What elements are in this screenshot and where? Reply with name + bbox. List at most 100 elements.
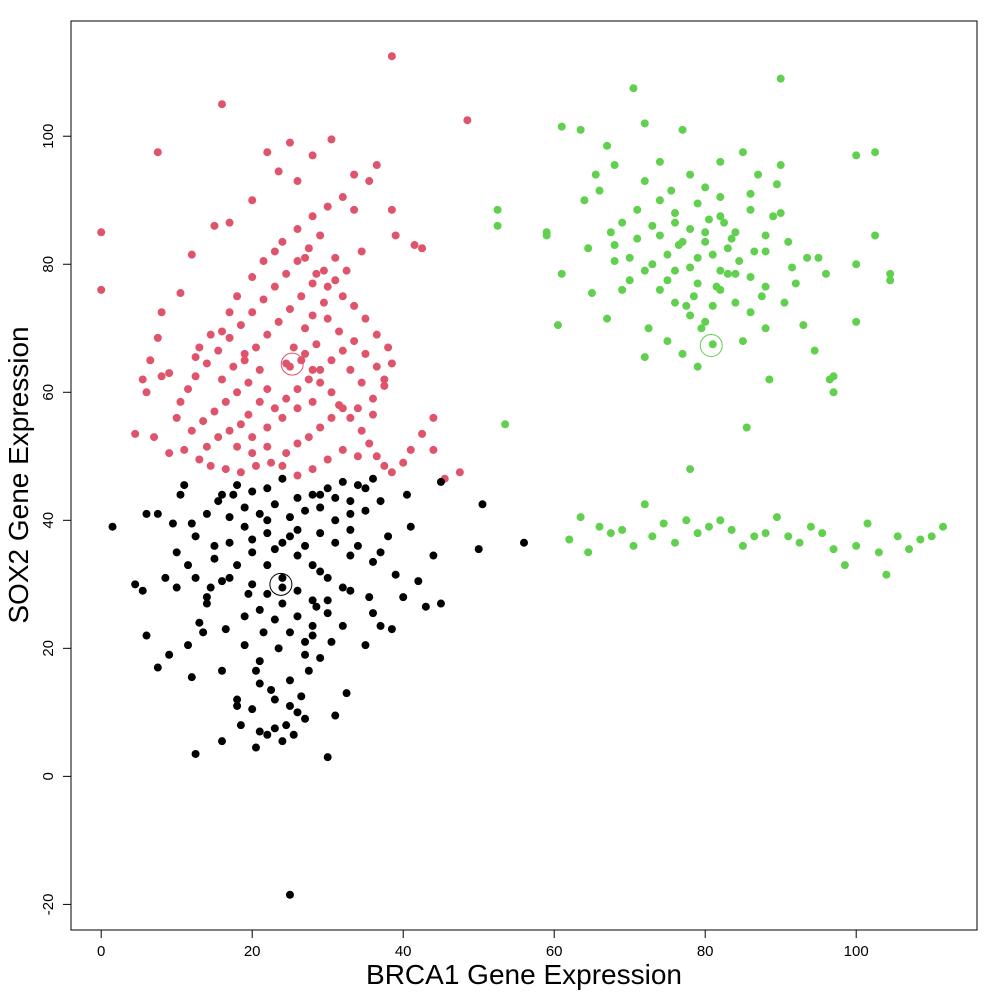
data-point <box>369 557 377 566</box>
data-point <box>255 509 264 518</box>
data-point <box>633 205 642 214</box>
data-point <box>357 247 366 256</box>
data-point <box>312 340 321 349</box>
data-point <box>221 397 230 406</box>
data-point <box>738 148 747 157</box>
data-point <box>184 561 193 570</box>
data-point <box>708 340 717 349</box>
data-point <box>293 551 302 560</box>
data-point <box>372 452 381 461</box>
x-axis: 0 20 40 60 80 100 <box>97 929 869 960</box>
data-point <box>225 333 234 342</box>
data-point <box>357 426 366 435</box>
data-point <box>263 730 272 739</box>
data-point <box>369 609 377 618</box>
data-point <box>327 388 336 397</box>
data-point <box>655 285 664 294</box>
data-point <box>346 509 355 518</box>
data-point <box>686 465 695 474</box>
data-point <box>686 311 695 320</box>
data-point <box>829 388 838 397</box>
data-point <box>195 343 204 352</box>
data-point <box>267 458 276 467</box>
data-point <box>335 327 344 336</box>
data-point <box>716 212 725 221</box>
data-point <box>814 253 823 262</box>
data-point <box>716 516 725 525</box>
data-point <box>157 308 166 317</box>
cluster-centroids <box>269 334 723 596</box>
data-point <box>372 362 381 371</box>
data-point <box>418 244 427 253</box>
data-point <box>312 269 321 278</box>
data-point <box>221 465 230 474</box>
data-point <box>874 548 883 557</box>
data-point <box>331 253 340 262</box>
data-point <box>218 327 226 336</box>
data-point <box>251 461 260 470</box>
data-point <box>240 503 249 512</box>
data-point <box>248 580 257 589</box>
data-point <box>263 330 272 339</box>
data-point <box>376 497 385 506</box>
data-point <box>829 545 838 554</box>
data-point <box>557 122 566 131</box>
data-point <box>704 522 713 531</box>
data-point <box>259 628 268 637</box>
data-point <box>338 292 347 301</box>
data-point <box>640 353 649 362</box>
data-point <box>210 407 219 416</box>
data-point <box>248 308 257 317</box>
data-point <box>338 445 347 454</box>
data-point <box>686 263 695 272</box>
data-point <box>701 317 710 326</box>
data-point <box>218 666 226 675</box>
data-point <box>308 561 317 570</box>
data-point <box>640 119 649 128</box>
data-point <box>195 455 204 464</box>
data-point <box>659 519 668 528</box>
data-point <box>308 279 317 288</box>
data-point <box>350 170 359 179</box>
data-point <box>380 375 389 384</box>
data-point <box>316 529 325 538</box>
data-point <box>708 250 717 259</box>
data-point <box>576 125 585 134</box>
data-point <box>214 346 223 355</box>
data-point <box>414 577 423 586</box>
data-point <box>210 541 219 550</box>
data-point <box>338 583 347 592</box>
data-point <box>829 372 838 381</box>
data-point <box>240 356 249 365</box>
data-point <box>206 583 215 592</box>
data-point <box>278 413 287 422</box>
data-point <box>376 548 385 557</box>
data-point <box>557 269 566 278</box>
data-point <box>361 641 370 650</box>
data-point <box>493 221 502 230</box>
data-point <box>131 429 140 438</box>
data-point <box>270 500 279 509</box>
data-point <box>293 708 302 717</box>
data-point <box>263 423 272 432</box>
data-point <box>293 586 302 595</box>
data-point <box>202 359 211 368</box>
data-point <box>199 417 208 426</box>
data-point <box>248 433 257 442</box>
data-point <box>248 705 257 714</box>
data-point <box>648 221 657 230</box>
data-point <box>625 253 634 262</box>
data-point <box>391 570 400 579</box>
data-points <box>97 52 948 899</box>
data-point <box>285 138 294 147</box>
data-point <box>323 282 332 291</box>
data-point <box>191 573 200 582</box>
data-point <box>293 493 302 502</box>
data-point <box>429 445 438 454</box>
data-point <box>304 433 313 442</box>
data-point <box>671 538 679 547</box>
data-point <box>225 573 234 582</box>
data-point <box>308 465 317 474</box>
data-point <box>436 477 445 486</box>
data-point <box>308 311 317 320</box>
